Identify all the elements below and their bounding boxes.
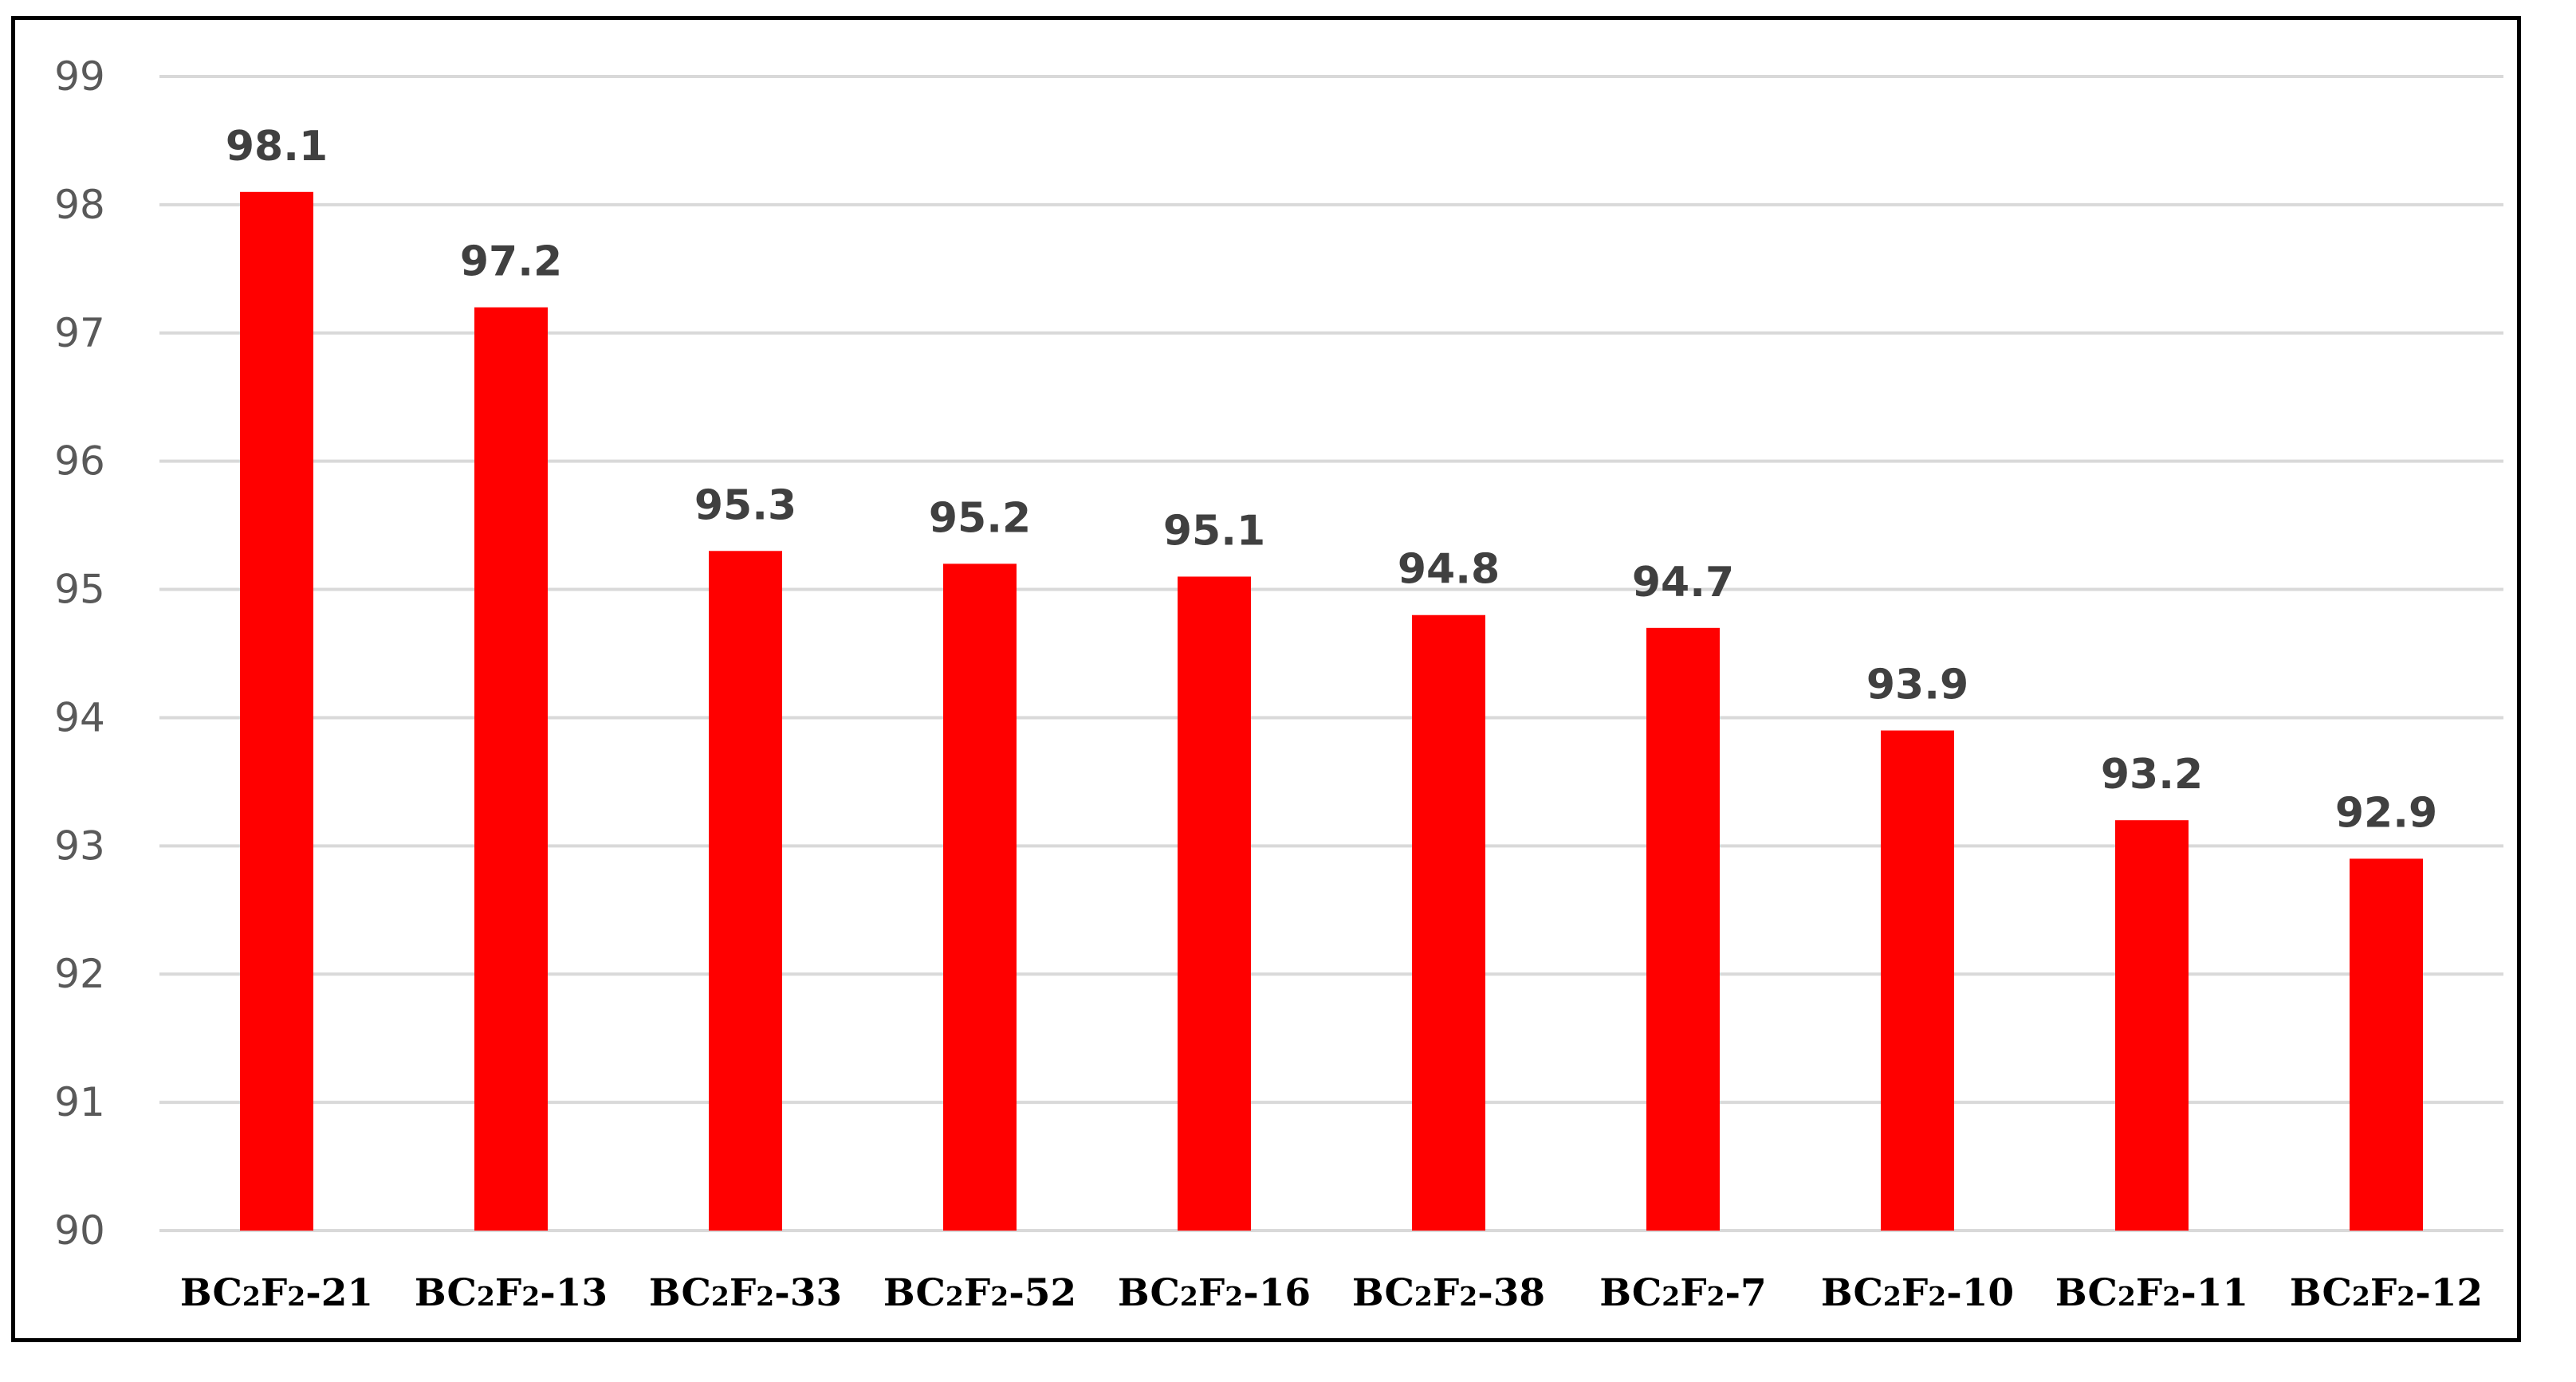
x-tick-label: BC2F2-33 xyxy=(649,1271,842,1315)
x-tick-label: BC2F2-10 xyxy=(1821,1271,2014,1315)
x-tick-label: BC2F2-52 xyxy=(883,1271,1076,1315)
y-tick-label: 97 xyxy=(54,310,105,356)
y-tick-label: 91 xyxy=(54,1079,105,1125)
y-axis: 90 91 92 93 94 95 96 97 98 99 xyxy=(54,53,105,1254)
bar xyxy=(1412,614,1485,1231)
bar xyxy=(2350,858,2423,1231)
bars xyxy=(240,191,2423,1231)
data-label: 93.2 xyxy=(2101,751,2203,799)
chart-frame xyxy=(11,16,2521,1342)
data-label: 93.9 xyxy=(1866,662,1968,709)
data-labels: 98.1 97.2 95.3 95.2 95.1 94.8 94.7 93.9 93.2 92.9 xyxy=(226,123,2437,838)
x-tick-label: BC2F2-7 xyxy=(1599,1271,1767,1315)
y-tick-label: 95 xyxy=(54,567,105,613)
bar xyxy=(474,307,548,1231)
y-tick-label: 93 xyxy=(54,823,105,869)
x-tick-label: BC2F2-13 xyxy=(415,1271,608,1315)
y-tick-label: 90 xyxy=(54,1207,105,1254)
y-tick-label: 94 xyxy=(54,694,105,740)
x-tick-label: BC2F2-38 xyxy=(1352,1271,1545,1315)
y-tick-label: 92 xyxy=(54,951,105,997)
data-label: 95.2 xyxy=(929,494,1031,542)
data-label: 94.7 xyxy=(1632,559,1734,607)
y-tick-label: 99 xyxy=(54,53,105,100)
bar xyxy=(709,551,782,1231)
bar xyxy=(1881,730,1954,1231)
x-tick-label: BC2F2-21 xyxy=(180,1271,373,1315)
gridlines xyxy=(159,75,2503,1232)
bar xyxy=(1178,576,1251,1231)
x-tick-label: BC2F2-16 xyxy=(1118,1271,1311,1315)
y-tick-label: 96 xyxy=(54,438,105,485)
data-label: 92.9 xyxy=(2335,789,2437,837)
x-tick-label: BC2F2-11 xyxy=(2055,1271,2248,1315)
bar xyxy=(2115,820,2189,1231)
data-label: 98.1 xyxy=(226,123,328,171)
x-tick-label: BC2F2-12 xyxy=(2290,1271,2483,1315)
y-tick-label: 98 xyxy=(54,182,105,228)
bar xyxy=(1646,627,1720,1231)
bar xyxy=(240,191,313,1231)
data-label: 95.3 xyxy=(694,481,796,529)
bar xyxy=(943,563,1017,1231)
data-label: 95.1 xyxy=(1163,507,1265,555)
x-axis: BC2F2-21 BC2F2-13 BC2F2-33 BC2F2-52 BC2F2-16… xyxy=(180,1271,2483,1315)
data-label: 97.2 xyxy=(460,238,562,286)
data-label: 94.8 xyxy=(1398,546,1500,594)
